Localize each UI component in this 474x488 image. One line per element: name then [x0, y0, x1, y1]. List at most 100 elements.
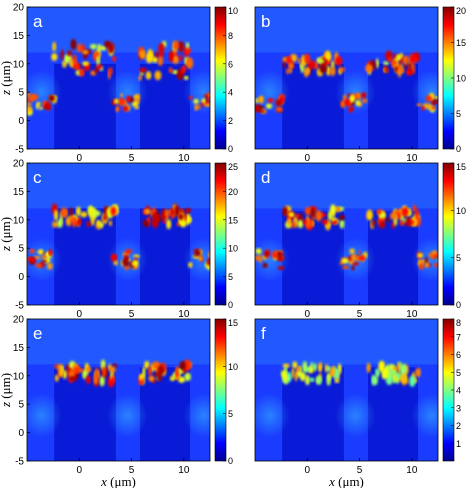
- field-hotspot: [424, 262, 430, 268]
- field-hotspot: [157, 56, 164, 66]
- field-hotspot: [97, 63, 102, 70]
- field-hotspot: [85, 366, 92, 373]
- z-tick-label: 15: [13, 343, 25, 354]
- field-hotspot: [288, 67, 293, 74]
- field-hotspot: [67, 50, 72, 57]
- colorbar-tick-label: 3: [456, 403, 461, 413]
- z-tick-label: 10: [13, 371, 25, 382]
- gap-glow: [335, 70, 376, 115]
- field-hotspot: [415, 208, 419, 219]
- field-hotspot: [40, 255, 47, 259]
- x-tick-label: 10: [406, 465, 418, 476]
- field-hotspot: [102, 366, 106, 378]
- field-hotspot: [178, 54, 183, 62]
- field-hotspot: [104, 40, 111, 48]
- field-upper: [27, 319, 210, 365]
- colorbar-tick-label: 2: [456, 421, 461, 431]
- field-hotspot: [174, 205, 180, 217]
- field-hotspot: [62, 369, 67, 379]
- gap-glow: [183, 237, 210, 282]
- field-hotspot: [27, 102, 32, 106]
- field-hotspot: [60, 207, 68, 218]
- field-hotspot: [90, 216, 95, 226]
- field-hotspot: [417, 253, 423, 258]
- field-hotspot: [359, 255, 366, 261]
- plot-frame: [254, 318, 439, 462]
- field-hotspot: [409, 375, 416, 387]
- colorbar: [214, 162, 227, 306]
- colorbar-tick-label: 0: [228, 456, 233, 466]
- z-axis-label: z (μm): [0, 61, 13, 96]
- field-hotspot: [366, 362, 371, 373]
- field-hotspot: [122, 105, 129, 112]
- field-hotspot: [189, 95, 193, 100]
- colorbar-tick-label: 15: [456, 38, 466, 48]
- field-hotspot: [134, 93, 141, 100]
- field-hotspot: [341, 258, 349, 264]
- colorbar-tick-label: 10: [228, 362, 238, 372]
- field-hotspot: [275, 106, 283, 113]
- field-hotspot: [94, 367, 100, 380]
- x-tick-label: 10: [406, 309, 418, 320]
- colorbar-tick-label: 15: [228, 318, 238, 328]
- z-axis-label: z (μm): [0, 373, 13, 408]
- gap-glow: [27, 393, 62, 438]
- field-hotspot: [329, 367, 336, 377]
- field-hotspot: [132, 259, 139, 267]
- field-hotspot: [355, 92, 362, 100]
- x-tick-label: 10: [178, 153, 190, 164]
- field-hotspot: [69, 207, 73, 217]
- x-tick-label: 0: [305, 309, 311, 320]
- field-hotspot: [421, 105, 425, 111]
- panel-label: a: [33, 12, 43, 31]
- z-tick-label: 5: [18, 244, 24, 255]
- field-map: [27, 163, 210, 305]
- field-hotspot: [145, 52, 153, 64]
- x-tick-label: 10: [178, 465, 190, 476]
- field-hotspot: [164, 208, 170, 219]
- field-hotspot: [48, 94, 55, 102]
- field-hotspot: [334, 206, 341, 213]
- field-hotspot: [298, 213, 303, 223]
- panel-c: c 0 5 10 20 15 10 5 0 -5 z (μm) 25 20 15 10 5 0: [0, 159, 238, 321]
- field-hotspot: [431, 105, 436, 110]
- z-tick-label: 0: [18, 116, 24, 127]
- field-hotspot: [183, 359, 192, 371]
- field-hotspot: [321, 219, 329, 225]
- field-hotspot: [39, 106, 43, 110]
- field-hotspot: [418, 263, 425, 270]
- field-hotspot: [267, 98, 274, 103]
- colorbar-tick-label: 10: [228, 244, 238, 254]
- field-hotspot: [76, 206, 81, 217]
- field-hotspot: [350, 105, 354, 112]
- z-tick-label: 20: [13, 3, 25, 14]
- field-hotspot: [349, 248, 355, 255]
- field-hotspot: [285, 68, 290, 75]
- field-hotspot: [151, 56, 159, 63]
- field-hotspot: [390, 212, 396, 220]
- field-hotspot: [35, 103, 40, 110]
- field-hotspot: [54, 364, 58, 369]
- field-hotspot: [154, 70, 162, 81]
- z-tick-label: 5: [18, 400, 24, 411]
- field-hotspot: [309, 377, 315, 383]
- field-hotspot: [291, 367, 295, 379]
- field-hotspot: [147, 365, 152, 377]
- field-hotspot: [372, 375, 378, 386]
- gap-glow: [107, 393, 148, 438]
- plot-frame: [26, 162, 211, 306]
- field-hotspot: [434, 96, 438, 100]
- grating-tooth: [367, 63, 419, 149]
- field-hotspot: [51, 53, 58, 61]
- field-hotspot: [339, 219, 345, 229]
- field-hotspot: [211, 108, 215, 114]
- field-hotspot: [169, 50, 174, 63]
- field-hotspot: [162, 219, 167, 224]
- field-hotspot: [361, 92, 367, 99]
- gap-glow: [255, 393, 290, 438]
- field-hotspot: [82, 50, 89, 55]
- field-hotspot: [349, 94, 355, 103]
- field-hotspot: [396, 213, 401, 219]
- field-hotspot: [309, 221, 314, 227]
- field-hotspot: [29, 257, 37, 264]
